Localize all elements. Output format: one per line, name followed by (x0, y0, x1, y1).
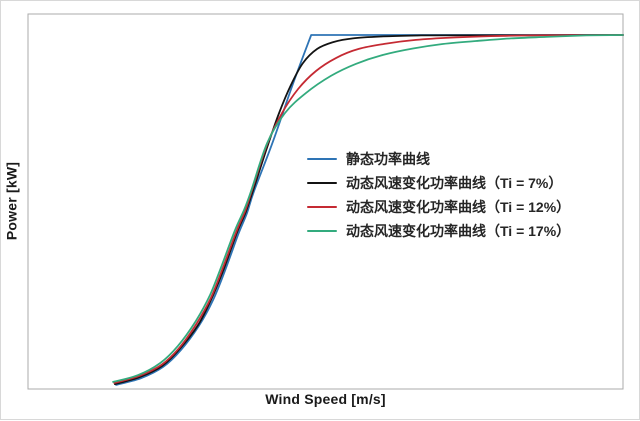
legend-label: 动态风速变化功率曲线（Ti = 17%） (346, 223, 571, 239)
plot-border (27, 13, 624, 390)
legend-label: 静态功率曲线 (346, 151, 430, 167)
legend-item-0: 静态功率曲线 (307, 147, 570, 171)
legend-line-swatch (307, 182, 337, 184)
plot-series (112, 34, 624, 386)
legend: 静态功率曲线动态风速变化功率曲线（Ti = 7%） 动态风速变化功率曲线（Ti =… (307, 147, 570, 243)
legend-item-2: 动态风速变化功率曲线（Ti = 12%） (307, 195, 570, 219)
legend-line-swatch (307, 158, 337, 160)
legend-item-3: 动态风速变化功率曲线（Ti = 17%） (307, 219, 570, 243)
x-axis-label: Wind Speed [m/s] (265, 391, 386, 407)
legend-line-swatch (307, 230, 337, 232)
curve-3 (112, 34, 624, 383)
y-axis-label: Power [kW] (3, 161, 20, 241)
curve-0 (115, 34, 624, 386)
curve-1 (114, 34, 624, 385)
legend-item-1: 动态风速变化功率曲线（Ti = 7%） (307, 171, 570, 195)
legend-label: 动态风速变化功率曲线（Ti = 12%） (346, 199, 571, 215)
legend-label: 动态风速变化功率曲线（Ti = 7%） (346, 175, 563, 191)
legend-line-swatch (307, 206, 337, 208)
